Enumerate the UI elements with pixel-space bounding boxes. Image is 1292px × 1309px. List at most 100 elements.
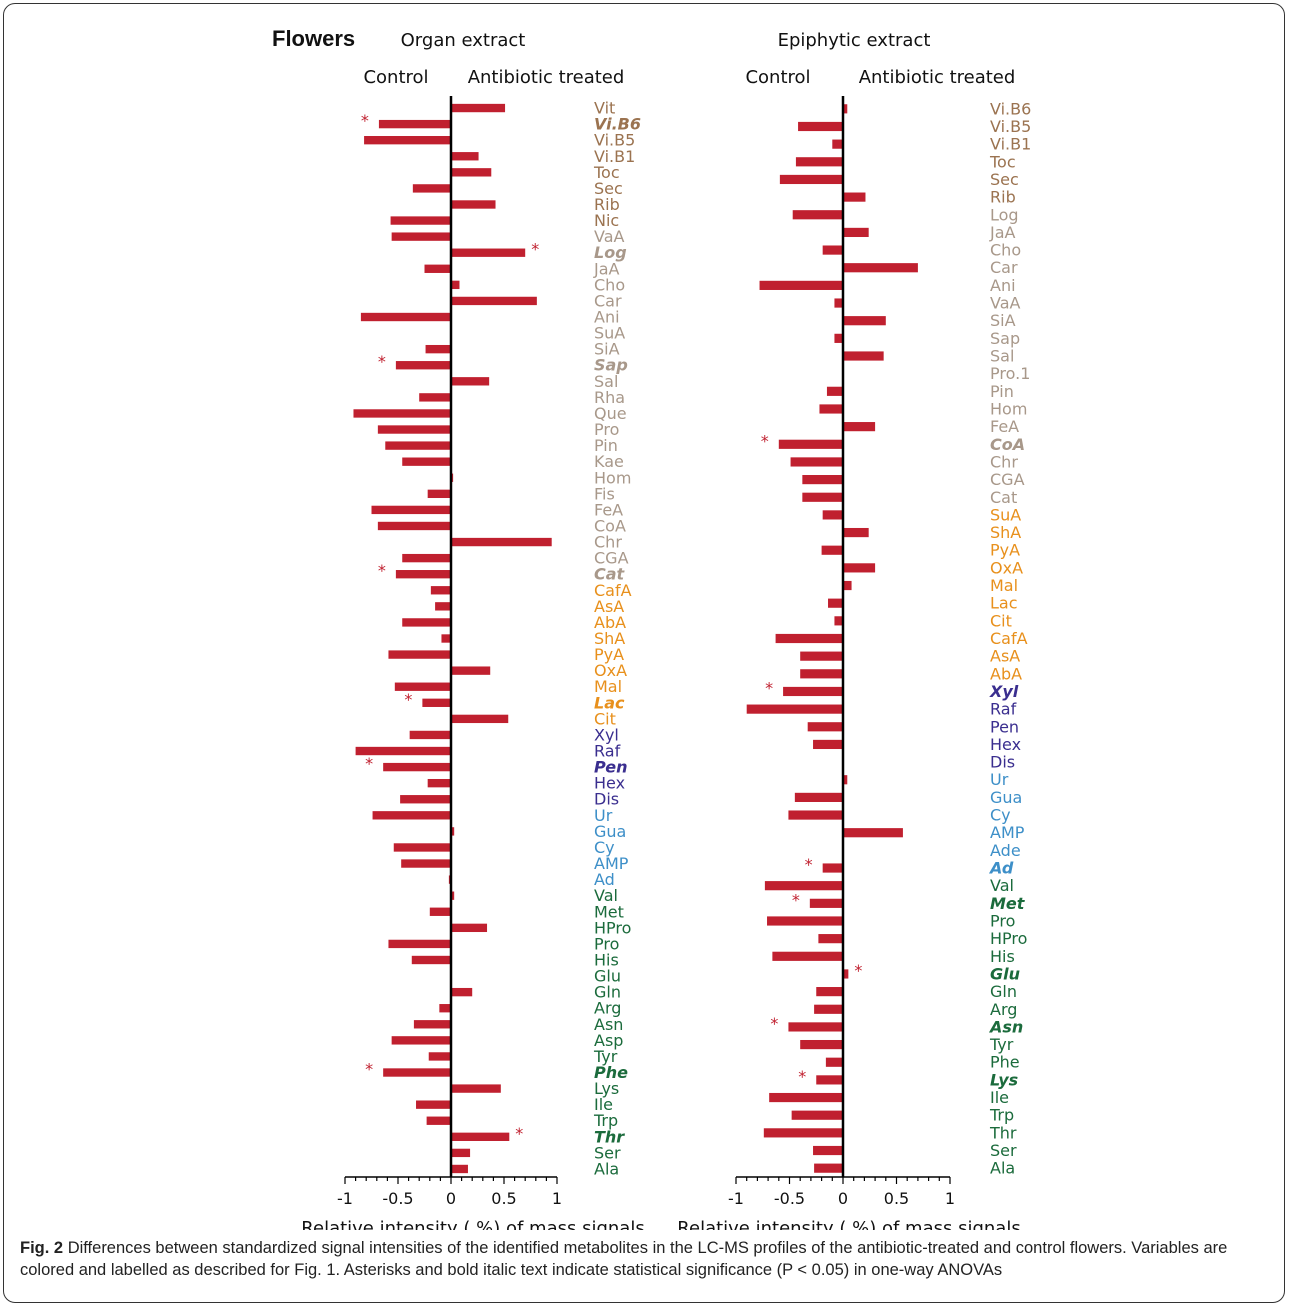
category-label: Pin xyxy=(990,382,1014,401)
bar-cho xyxy=(822,245,843,255)
category-label: Cat xyxy=(990,488,1017,507)
significance-star: * xyxy=(531,240,539,259)
category-label: PyA xyxy=(990,541,1020,560)
control-label: Control xyxy=(745,67,810,88)
bar-cat xyxy=(802,492,843,502)
figure-caption: Fig. 2 Differences between standardized … xyxy=(20,1237,1270,1281)
bar-pro xyxy=(377,425,451,434)
bar-ani xyxy=(360,312,451,322)
bar-nic xyxy=(390,216,451,225)
category-label: Log xyxy=(990,205,1019,224)
significance-star: * xyxy=(770,1014,778,1033)
category-label: Ani xyxy=(990,276,1016,295)
bar-log xyxy=(792,210,843,220)
bar-val xyxy=(451,891,455,900)
category-label: Pro xyxy=(594,420,619,439)
bar-gua xyxy=(451,827,455,836)
bar-sha xyxy=(843,527,869,538)
category-label: Pin xyxy=(594,436,618,455)
significance-star: * xyxy=(378,561,386,580)
bar-vaa xyxy=(834,298,843,308)
category-label: Vi.B6 xyxy=(594,115,641,134)
category-label: Ad xyxy=(988,859,1014,878)
category-label: Ur xyxy=(990,770,1009,789)
bar-lys xyxy=(816,1075,843,1085)
bar-ur xyxy=(843,775,848,785)
bar-thr xyxy=(763,1128,843,1138)
bar-asp xyxy=(391,1036,451,1045)
bar-asa xyxy=(435,602,451,611)
bar-ani xyxy=(759,280,843,290)
category-label: ShA xyxy=(594,629,625,648)
category-label: Que xyxy=(594,404,627,423)
bar-phe xyxy=(825,1057,843,1067)
category-label: Mal xyxy=(594,677,622,696)
bar-rha xyxy=(419,393,451,402)
bar-pro xyxy=(388,939,451,949)
category-label: Hex xyxy=(594,774,625,793)
x-tick-label: 1 xyxy=(552,1189,562,1208)
bar-cy xyxy=(393,843,451,852)
figure-title: Flowers xyxy=(272,26,355,51)
category-label: FeA xyxy=(594,500,623,519)
bar-sua xyxy=(822,510,843,520)
bar-arg xyxy=(439,1004,451,1013)
bar-vi-b1 xyxy=(832,139,843,149)
bar-hom xyxy=(819,404,843,414)
category-label: Lys xyxy=(990,1070,1018,1089)
category-label: Ile xyxy=(990,1088,1009,1107)
category-label: Hom xyxy=(990,399,1027,418)
category-label: Gln xyxy=(594,983,621,1002)
category-label: Vi.B6 xyxy=(990,99,1031,118)
category-label: Xyl xyxy=(594,725,619,744)
category-label: PyA xyxy=(594,645,624,664)
x-tick-label: -1 xyxy=(728,1189,744,1208)
category-label: Gua xyxy=(594,822,626,841)
category-label: Vi.B1 xyxy=(594,147,635,166)
category-label: Gua xyxy=(990,788,1022,807)
bar-pya xyxy=(388,650,451,659)
bar-sal xyxy=(843,351,884,361)
bar-arg xyxy=(814,1004,843,1014)
x-tick-label: 0.5 xyxy=(884,1189,909,1208)
category-label: Dis xyxy=(990,753,1015,772)
category-label: Pen xyxy=(594,758,628,777)
category-label: Val xyxy=(990,876,1014,895)
bar-vi-b1 xyxy=(451,152,479,161)
bar-sec xyxy=(412,184,451,193)
bar-cga xyxy=(802,475,843,485)
category-label: Log xyxy=(594,243,627,262)
category-label: Xyl xyxy=(989,682,1019,701)
category-label: Ser xyxy=(990,1141,1017,1160)
category-label: CoA xyxy=(990,435,1025,454)
category-label: Asn xyxy=(988,1017,1023,1036)
category-label: CafA xyxy=(594,581,632,600)
category-label: AbA xyxy=(594,613,626,632)
category-label: Nic xyxy=(594,211,619,230)
bar-toc xyxy=(795,157,843,167)
chart-panel-1: Organ extract Control Antibiotic treated Vi… xyxy=(301,30,644,1230)
bar-ser xyxy=(813,1145,843,1156)
bar-pro xyxy=(767,916,843,926)
chart-panel-2: Epiphytic extract Control Antibiotic treat… xyxy=(677,30,1031,1230)
category-label: Raf xyxy=(594,742,621,761)
bar-vi-b5 xyxy=(364,136,451,145)
category-label: Glu xyxy=(990,964,1020,983)
bar-ile xyxy=(416,1100,451,1109)
bar-mal xyxy=(843,580,852,591)
category-label: Cy xyxy=(990,806,1011,825)
category-label: Hex xyxy=(990,735,1021,754)
bar-toc xyxy=(451,168,492,177)
category-label: Cit xyxy=(990,611,1012,630)
bar-lac xyxy=(828,598,843,608)
category-label: CafA xyxy=(990,629,1028,648)
category-label: Chr xyxy=(594,533,622,552)
bar-val xyxy=(764,881,843,891)
category-label: Met xyxy=(594,902,624,921)
bar-lac xyxy=(422,698,451,707)
bar-pen xyxy=(383,762,451,772)
category-label: Sec xyxy=(594,179,623,198)
x-tick-label: 0 xyxy=(838,1189,848,1208)
category-label: Ade xyxy=(990,841,1021,860)
category-label: Rha xyxy=(594,388,625,407)
